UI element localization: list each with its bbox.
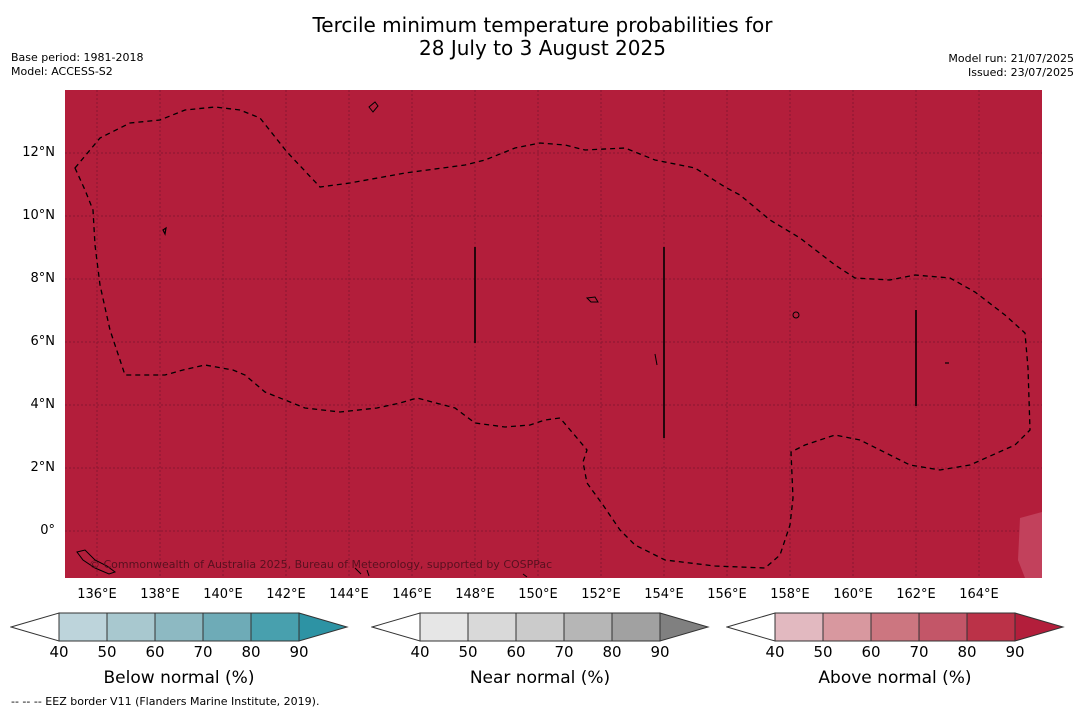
- lon-label-152e: 152°E: [581, 587, 621, 602]
- below-seg-extend-high: [298, 612, 349, 642]
- above-seg-70-80: [918, 612, 968, 642]
- below-seg-80-90: [250, 612, 300, 642]
- near-seg-80-90: [611, 612, 661, 642]
- issued-date: Issued: 23/07/2025: [967, 66, 1074, 79]
- lat-label-10n: 10°N: [22, 208, 55, 223]
- copyright-credit: © Commonwealth of Australia 2025, Bureau…: [89, 558, 553, 571]
- lon-label-138e: 138°E: [140, 587, 180, 602]
- lat-label-0: 0°: [40, 523, 55, 538]
- below-seg-50-60: [106, 612, 156, 642]
- below-tick-70: 70: [193, 643, 213, 661]
- above-tick-90: 90: [1005, 643, 1025, 661]
- near-tick-60: 60: [506, 643, 526, 661]
- near-seg-50-60: [467, 612, 517, 642]
- model-name: Model: ACCESS-S2: [11, 65, 113, 78]
- lon-label-146e: 146°E: [392, 587, 432, 602]
- graticule: [65, 90, 1042, 578]
- lon-label-160e: 160°E: [833, 587, 873, 602]
- below-seg-70-80: [202, 612, 252, 642]
- near-seg-40-50: [419, 612, 469, 642]
- meta-left: Base period: 1981-2018 Model: ACCESS-S2: [11, 51, 143, 79]
- lon-label-140e: 140°E: [203, 587, 243, 602]
- lon-label-156e: 156°E: [707, 587, 747, 602]
- lon-label-154e: 154°E: [644, 587, 684, 602]
- lon-label-136e: 136°E: [77, 587, 117, 602]
- near-tick-50: 50: [458, 643, 478, 661]
- above-seg-80-90: [966, 612, 1016, 642]
- above-tick-80: 80: [957, 643, 977, 661]
- lon-label-144e: 144°E: [329, 587, 369, 602]
- lat-label-2n: 2°N: [30, 460, 56, 475]
- eez-footnote: -- -- -- EEZ border V11 (Flanders Marine…: [11, 695, 320, 708]
- lat-label-6n: 6°N: [30, 334, 56, 349]
- map-panel: © Commonwealth of Australia 2025, Bureau…: [65, 90, 1042, 578]
- above-seg-extend-high: [1014, 612, 1065, 642]
- model-run: Model run: 21/07/2025: [948, 52, 1074, 65]
- equatorial-shading: [1018, 512, 1042, 578]
- title-line-2: 28 July to 3 August 2025: [419, 36, 666, 60]
- below-seg-extend-low: [10, 612, 60, 642]
- map-title: Tercile minimum temperature probabilitie…: [0, 14, 1085, 60]
- lon-label-158e: 158°E: [770, 587, 810, 602]
- near-seg-extend-low: [371, 612, 421, 642]
- map-canvas: [65, 90, 1042, 578]
- below-seg-40-50: [58, 612, 108, 642]
- lon-label-148e: 148°E: [455, 587, 495, 602]
- near-tick-90: 90: [650, 643, 670, 661]
- base-period: Base period: 1981-2018: [11, 51, 144, 64]
- near-seg-70-80: [563, 612, 613, 642]
- below-tick-50: 50: [97, 643, 117, 661]
- lon-label-150e: 150°E: [518, 587, 558, 602]
- lon-label-162e: 162°E: [896, 587, 936, 602]
- above-seg-extend-low: [726, 612, 776, 642]
- above-seg-60-70: [870, 612, 920, 642]
- near-tick-80: 80: [602, 643, 622, 661]
- lat-label-8n: 8°N: [30, 271, 56, 286]
- eez-border: [74, 106, 1031, 569]
- lon-label-164e: 164°E: [959, 587, 999, 602]
- near-tick-70: 70: [554, 643, 574, 661]
- above-tick-40: 40: [765, 643, 785, 661]
- lon-label-142e: 142°E: [266, 587, 306, 602]
- below-tick-90: 90: [289, 643, 309, 661]
- above-tick-70: 70: [909, 643, 929, 661]
- near-seg-extend-high: [659, 612, 710, 642]
- above-tick-50: 50: [813, 643, 833, 661]
- above-tick-60: 60: [861, 643, 881, 661]
- below-tick-80: 80: [241, 643, 261, 661]
- below-seg-60-70: [154, 612, 204, 642]
- title-line-1: Tercile minimum temperature probabilitie…: [312, 13, 773, 37]
- below-normal-label: Below normal (%): [103, 668, 255, 688]
- colorbar-above-normal: [726, 612, 1065, 642]
- lat-label-12n: 12°N: [22, 145, 55, 160]
- colorbar-below-normal: [10, 612, 349, 642]
- near-seg-60-70: [515, 612, 565, 642]
- colorbar-near-normal: [371, 612, 710, 642]
- above-seg-40-50: [774, 612, 824, 642]
- lat-label-4n: 4°N: [30, 397, 56, 412]
- above-normal-label: Above normal (%): [818, 668, 972, 688]
- meta-right: Model run: 21/07/2025 Issued: 23/07/2025: [948, 52, 1074, 80]
- below-tick-40: 40: [49, 643, 69, 661]
- near-tick-40: 40: [410, 643, 430, 661]
- near-normal-label: Near normal (%): [469, 668, 611, 688]
- island-outlines: [76, 101, 949, 578]
- below-tick-60: 60: [145, 643, 165, 661]
- above-seg-50-60: [822, 612, 872, 642]
